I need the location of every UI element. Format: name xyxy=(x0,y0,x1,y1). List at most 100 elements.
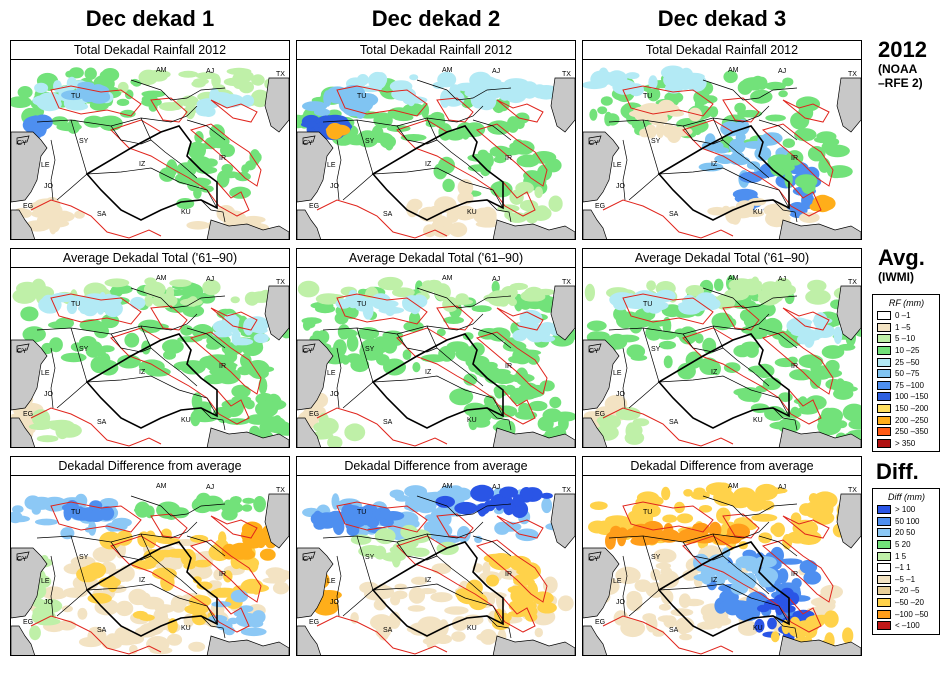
panel-title: Dekadal Difference from average xyxy=(11,457,289,476)
country-label-sa: SA xyxy=(383,627,393,634)
country-label-aj: AJ xyxy=(778,68,786,75)
country-label-sa: SA xyxy=(669,211,679,218)
country-label-tx: TX xyxy=(848,71,857,78)
legend-swatch xyxy=(877,609,891,619)
country-label-ir: IR xyxy=(219,363,226,370)
country-label-ku: KU xyxy=(753,625,763,632)
legend-entry: 150 –200 xyxy=(877,403,936,415)
sea-areas xyxy=(11,493,289,655)
panel-title: Average Dekadal Total ('61–90) xyxy=(583,249,861,268)
legend-swatch xyxy=(877,516,891,526)
map-panel-total-dekad-2: Total Dekadal Rainfall 2012 AM AJ TX TU SY CY L… xyxy=(296,40,576,240)
sea-areas xyxy=(297,77,575,239)
panel-title: Dekadal Difference from average xyxy=(297,457,575,476)
country-label-ir: IR xyxy=(505,363,512,370)
country-label-eg: EG xyxy=(309,411,319,418)
country-borders xyxy=(36,79,226,223)
country-label-am: AM xyxy=(442,483,453,490)
country-label-le: LE xyxy=(613,162,622,169)
legend-entry: 10 –25 xyxy=(877,345,936,357)
country-label-ku: KU xyxy=(753,417,763,424)
legend-entry: 50 –75 xyxy=(877,368,936,380)
sea-areas xyxy=(11,285,289,447)
row2-title: Avg. xyxy=(878,245,925,270)
country-label-aj: AJ xyxy=(206,484,214,491)
country-label-eg: EG xyxy=(309,619,319,626)
row1-title: 2012 xyxy=(878,37,927,62)
country-label-tx: TX xyxy=(562,279,571,286)
column-header-2: Dec dekad 2 xyxy=(371,6,501,31)
legend-label: –5 –1 xyxy=(895,574,916,584)
legend-label: –50 –20 xyxy=(895,598,924,608)
country-label-iz: IZ xyxy=(139,161,146,168)
country-label-sy: SY xyxy=(365,138,375,145)
country-label-am: AM xyxy=(728,67,739,74)
legend-swatch xyxy=(877,380,891,390)
country-label-tx: TX xyxy=(276,487,285,494)
row2-side-title: Avg. (IWMI) xyxy=(870,245,948,285)
country-label-am: AM xyxy=(442,275,453,282)
country-label-le: LE xyxy=(327,162,336,169)
country-label-eg: EG xyxy=(23,411,33,418)
rainfall-legend-title: RF (mm) xyxy=(888,298,925,308)
country-label-eg: EG xyxy=(23,203,33,210)
country-label-le: LE xyxy=(41,370,50,377)
difference-legend-title: Diff (mm) xyxy=(888,492,925,502)
legend-label: > 350 xyxy=(895,438,916,448)
country-label-ir: IR xyxy=(505,571,512,578)
panel-title: Average Dekadal Total ('61–90) xyxy=(297,249,575,268)
legend-entry: 25 –50 xyxy=(877,356,936,368)
legend-entry: 75 –100 xyxy=(877,380,936,392)
country-label-eg: EG xyxy=(309,203,319,210)
map-total-dekad-2: AM AJ TX TU SY CY LE IZ IR JO EG SA KU xyxy=(297,60,575,239)
country-label-am: AM xyxy=(442,67,453,74)
legend-swatch xyxy=(877,551,891,561)
legend-entry: > 100 xyxy=(877,504,936,516)
legend-swatch xyxy=(877,369,891,379)
legend-label: 100 –150 xyxy=(895,392,929,402)
legend-label: 20 50 xyxy=(895,528,916,538)
row1-subtitle-2: –RFE 2) xyxy=(878,76,923,90)
map-diff-dekad-2: AM AJ TX TU SY CY LE IZ IR JO EG SA KU xyxy=(297,476,575,655)
country-label-ku: KU xyxy=(467,625,477,632)
country-label-cy: CY xyxy=(17,348,27,355)
map-panel-avg-dekad-1: Average Dekadal Total ('61–90) AM AJ TX TU SY… xyxy=(10,248,290,448)
country-label-ir: IR xyxy=(219,571,226,578)
map-total-dekad-3: AM AJ TX TU SY CY LE IZ IR JO EG SA KU xyxy=(583,60,861,239)
country-label-jo: JO xyxy=(44,183,54,190)
country-label-sy: SY xyxy=(651,554,661,561)
country-label-ir: IR xyxy=(791,571,798,578)
country-label-sy: SY xyxy=(651,346,661,353)
country-label-le: LE xyxy=(613,578,622,585)
country-label-tx: TX xyxy=(848,487,857,494)
panel-title: Total Dekadal Rainfall 2012 xyxy=(583,41,861,60)
country-label-le: LE xyxy=(327,370,336,377)
country-label-eg: EG xyxy=(23,619,33,626)
map-panel-diff-dekad-3: Dekadal Difference from average AM AJ TX TU S… xyxy=(582,456,862,656)
legend-entry: > 350 xyxy=(877,438,936,450)
country-label-tu: TU xyxy=(357,509,366,516)
row3-side-title: Diff. xyxy=(870,460,948,484)
legend-label: 25 –50 xyxy=(895,357,920,367)
country-label-sa: SA xyxy=(383,419,393,426)
legend-entry: 5 20 xyxy=(877,539,936,551)
country-label-iz: IZ xyxy=(425,577,432,584)
legend-label: 5 20 xyxy=(895,540,911,550)
legend-entry: –1 1 xyxy=(877,562,936,574)
country-label-eg: EG xyxy=(595,411,605,418)
country-label-aj: AJ xyxy=(206,276,214,283)
country-label-sy: SY xyxy=(79,138,89,145)
country-label-jo: JO xyxy=(616,183,626,190)
map-avg-dekad-2: AM AJ TX TU SY CY LE IZ IR JO EG SA KU xyxy=(297,268,575,447)
map-panel-total-dekad-1: Total Dekadal Rainfall 2012 AM AJ TX TU SY CY L… xyxy=(10,40,290,240)
country-label-am: AM xyxy=(728,275,739,282)
legend-entry: –50 –20 xyxy=(877,597,936,609)
legend-swatch xyxy=(877,404,891,414)
country-label-cy: CY xyxy=(303,140,313,147)
province-boundaries xyxy=(30,293,262,447)
country-label-sy: SY xyxy=(651,138,661,145)
legend-entry: 1 5 xyxy=(877,550,936,562)
legend-swatch xyxy=(877,438,891,448)
legend-swatch xyxy=(877,621,891,631)
country-borders xyxy=(322,287,512,431)
